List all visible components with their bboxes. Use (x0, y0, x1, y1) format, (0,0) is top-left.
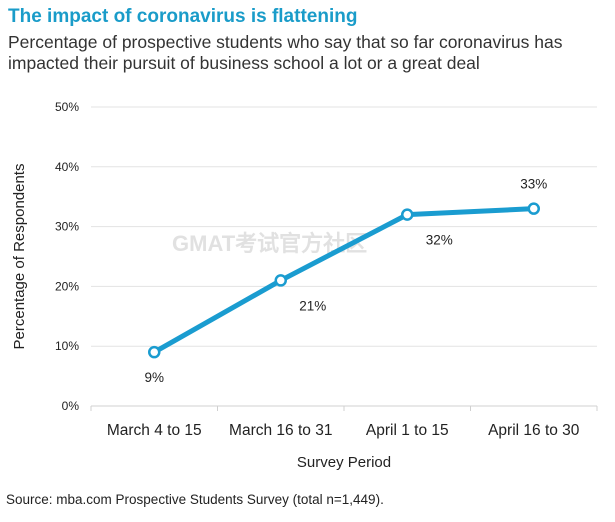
data-label: 33% (520, 177, 547, 192)
y-tick-label: 20% (55, 279, 79, 293)
x-tick-label: April 1 to 15 (366, 422, 449, 439)
data-labels: 9% 21% 32% 33% (144, 177, 547, 386)
data-label: 32% (426, 233, 453, 248)
chart-title: The impact of coronavirus is flattening (8, 6, 358, 27)
y-axis-label: Percentage of Respondents (11, 164, 28, 350)
data-label: 9% (144, 370, 164, 385)
data-point (148, 345, 161, 359)
y-tick-label: 40% (55, 160, 79, 174)
y-tick-label: 50% (55, 100, 79, 114)
gridlines (91, 106, 597, 347)
data-point (401, 208, 414, 221)
data-point (527, 202, 540, 215)
y-axis-ticks: 0% 10% 20% 30% 40% 50% (55, 100, 79, 413)
data-point (274, 274, 287, 287)
y-tick-label: 30% (55, 220, 79, 234)
x-tick-label: March 16 to 31 (229, 422, 332, 439)
x-tick-label: March 4 to 15 (107, 422, 202, 439)
series-line (151, 206, 537, 355)
source-note: Source: mba.com Prospective Students Sur… (6, 492, 384, 507)
y-tick-label: 10% (55, 339, 79, 353)
data-points (148, 202, 540, 359)
x-axis-ticks: March 4 to 15 March 16 to 31 April 1 to 15… (90, 406, 598, 439)
data-label: 21% (299, 298, 326, 313)
x-tick-label: April 16 to 30 (488, 422, 580, 439)
y-tick-label: 0% (62, 399, 80, 413)
chart-subtitle: Percentage of prospective students who s… (8, 32, 563, 73)
x-axis-label: Survey Period (297, 454, 391, 471)
